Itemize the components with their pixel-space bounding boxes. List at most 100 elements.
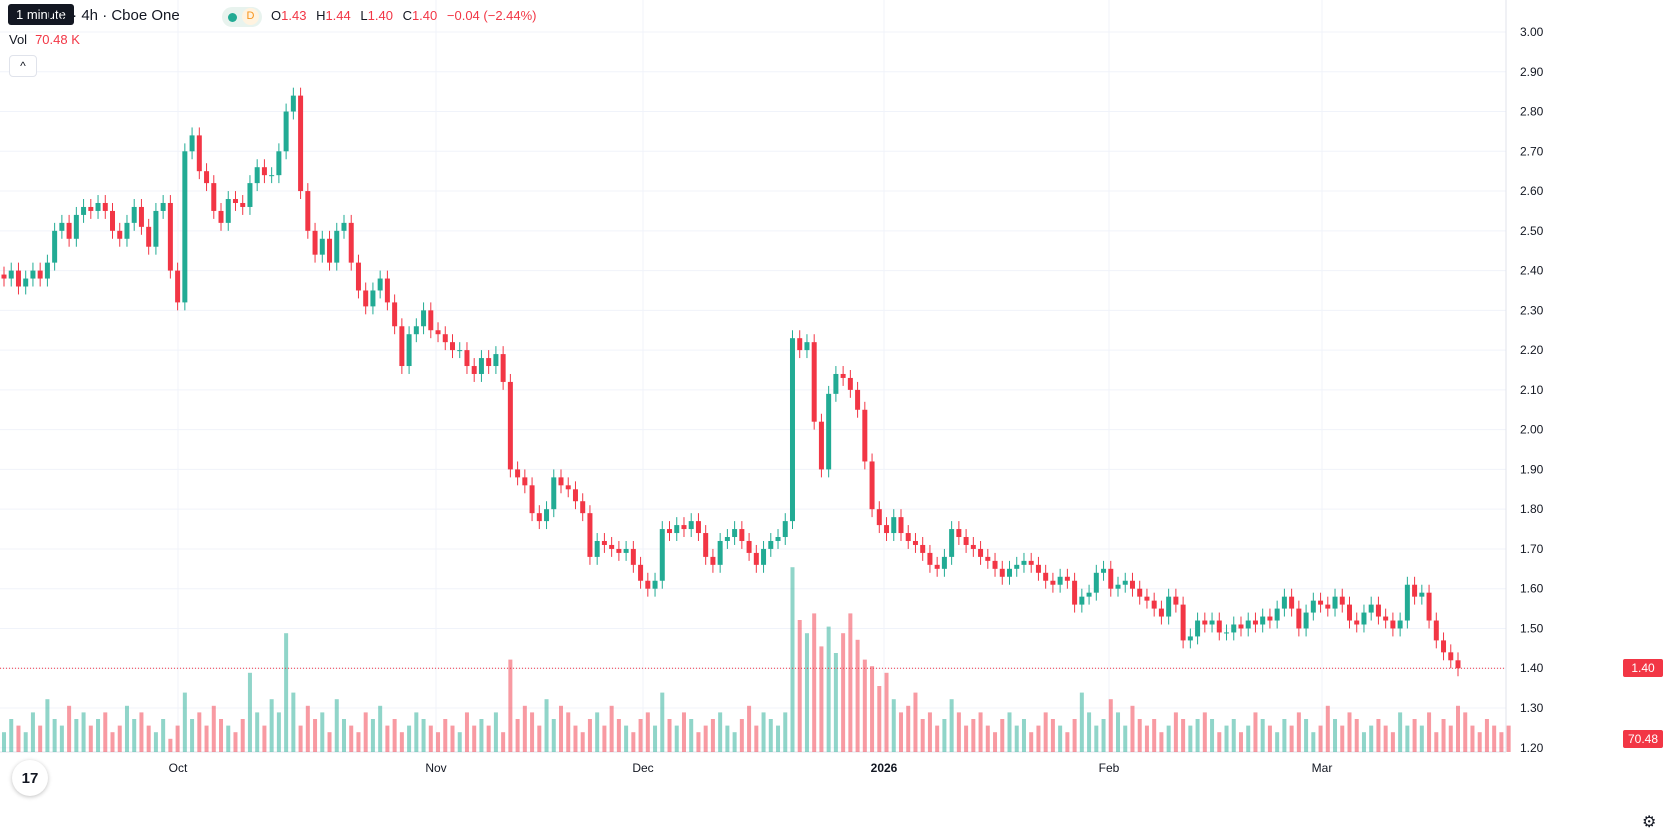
candle-body [138,206,144,227]
candle-body [1426,592,1432,621]
volume-bar [956,712,961,752]
candle-body [73,214,79,239]
candle-body [1281,596,1287,609]
volume-bar [559,705,564,752]
candle-body [978,548,984,557]
candle-body [1224,632,1230,634]
candle-body [1079,596,1085,605]
ohlc-legend: O1.43 H1.44 L1.40 C1.40 −0.04 (−2.44%) [271,8,543,23]
volume-bar [1477,732,1482,752]
volume-bar [313,719,318,752]
candle-body [905,533,911,541]
volume-bar [1029,732,1034,752]
collapse-legend-button[interactable]: ^ [9,55,37,77]
volume-bar [920,719,925,752]
gear-icon[interactable]: ⚙ [1642,814,1657,831]
volume-bar [59,725,64,752]
volume-legend: Vol 70.48 K [9,32,80,47]
volume-bar [132,719,137,752]
volume-bar [1412,719,1417,752]
candle-body [992,560,998,569]
y-tick-label: 1.50 [1520,621,1544,635]
volume-bar [790,567,795,752]
tradingview-logo-icon[interactable]: 17 [12,760,48,796]
volume-bar [566,712,571,752]
candle-body [544,509,550,522]
candle-body [196,135,202,172]
candle-body [269,175,275,177]
candle-body [630,548,636,565]
volume-bar [732,732,737,752]
symbol-title[interactable]: nc. · 4h · Cboe One [48,7,180,24]
candle-body [276,151,282,176]
candle-body [283,111,289,152]
volume-bar [1058,725,1063,752]
candle-body [949,529,955,557]
candle-body [558,477,564,486]
candle-body [81,206,87,215]
volume-bar [349,725,354,752]
candle-body [1195,620,1201,637]
candle-body [1108,568,1114,589]
candle-body [1361,612,1367,625]
candle-body [1368,604,1374,613]
volume-bar [74,719,79,752]
volume-bar [580,732,585,752]
volume-bar [884,672,889,752]
volume-bar [1484,719,1489,752]
candle-body [377,278,383,291]
candle-body [695,521,701,534]
volume-bar [1173,712,1178,752]
candle-body [732,529,738,538]
candle-body [37,270,43,279]
candle-body [261,167,267,176]
y-tick-label: 3.00 [1520,25,1544,39]
candle-body [1455,660,1461,669]
candle-body [782,521,788,538]
candle-body [826,393,832,470]
candle-body [1238,624,1244,629]
volume-bar [1094,725,1099,752]
volume-bar [117,725,122,752]
open-value: 1.43 [281,8,307,23]
volume-bar [161,719,166,752]
candle-body [1354,620,1360,625]
candle-body [1274,608,1280,621]
volume-bar [971,719,976,752]
candle-body [862,409,868,462]
volume-bar [1434,732,1439,752]
volume-bar [891,699,896,752]
volume-bar [276,712,281,752]
volume-bar [833,653,838,752]
candle-body [1375,604,1381,617]
low-label: L [360,8,368,23]
candle-body [761,548,767,565]
candle-body [1093,572,1099,593]
candle-body [305,191,311,231]
candle-body [449,342,455,351]
candle-body [218,210,224,223]
volume-bar [1181,719,1186,752]
candle-body [912,540,918,545]
market-status-pill[interactable]: D [222,7,262,27]
candle-body [435,330,441,335]
volume-bar [848,613,853,752]
candle-body [1346,604,1352,621]
volume-bar [1210,719,1215,752]
candle-body [768,540,774,549]
volume-bar [1267,725,1272,752]
y-tick-label: 2.40 [1520,264,1544,278]
volume-bar [544,699,549,752]
candle-body [1180,604,1186,641]
candle-body [1383,616,1389,621]
candle-body [703,533,709,557]
volume-bar [1419,725,1424,752]
volume-bar [1296,712,1301,752]
candle-body [999,568,1005,577]
candle-body [1216,620,1222,633]
volume-bar [320,712,325,752]
candle-body [1057,576,1063,585]
volume-bar [428,725,433,752]
candle-body [753,552,759,565]
